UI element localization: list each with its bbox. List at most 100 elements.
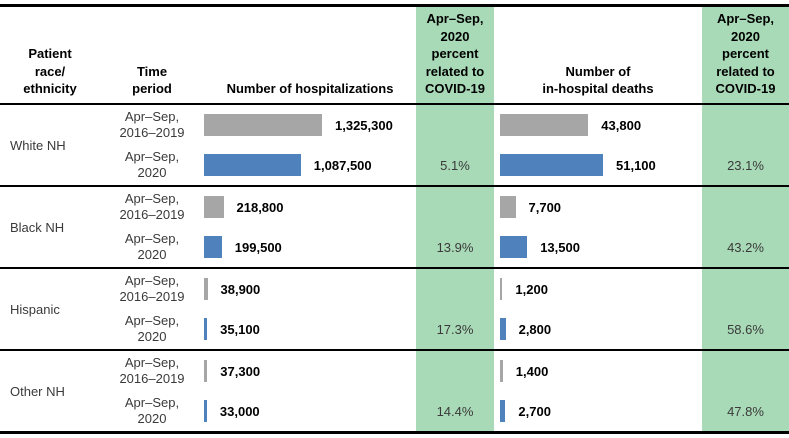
header-time-period: Time period xyxy=(132,63,172,97)
hospitalizations-bar xyxy=(204,154,301,176)
deaths-value: 51,100 xyxy=(616,157,656,173)
deaths-value: 2,700 xyxy=(518,403,551,419)
time-period-label: Apr–Sep, 2016–2019 xyxy=(119,190,185,222)
race-label: White NH xyxy=(10,137,66,153)
hospitalizations-value: 218,800 xyxy=(236,199,284,215)
covid-pct-hospitalizations xyxy=(416,269,494,309)
deaths-value: 1,200 xyxy=(515,281,548,297)
hospitalizations-value: 199,500 xyxy=(234,239,282,255)
hospitalizations-value: 37,300 xyxy=(220,363,261,379)
deaths-cell: 1,200 xyxy=(494,269,702,309)
deaths-bar xyxy=(500,236,528,258)
deaths-bar xyxy=(500,400,506,422)
hospitalizations-value: 33,000 xyxy=(219,403,260,419)
covid-pct-hospitalizations xyxy=(416,351,494,391)
deaths-value: 13,500 xyxy=(540,239,580,255)
bottom-border xyxy=(0,431,789,434)
deaths-cell: 7,700 xyxy=(494,187,702,227)
deaths-value: 7,700 xyxy=(528,199,562,215)
header-covid-pct-deaths: Apr–Sep, 2020 percent related to COVID-1… xyxy=(715,11,776,97)
hospitalizations-value: 38,900 xyxy=(220,281,261,297)
covid-pct-hospitalizations-column-highlight xyxy=(416,7,494,434)
race-label: Hispanic xyxy=(10,301,60,317)
deaths-cell: 2,800 xyxy=(494,309,702,349)
hospitalizations-cell: 38,900 xyxy=(204,269,416,309)
race-group-row: Hispanic Apr–Sep, 2016–2019 38,900 1,200 Apr… xyxy=(0,269,789,349)
period-row: Apr–Sep, 2020 199,500 13.9% 13,500 43.2% xyxy=(100,227,789,267)
period-rows: Apr–Sep, 2016–2019 38,900 1,200 Apr–Sep, 20… xyxy=(100,269,789,349)
hospitalizations-cell: 37,300 xyxy=(204,351,416,391)
deaths-bar xyxy=(500,114,589,136)
covid-pct-deaths-column-highlight xyxy=(702,7,789,434)
hospitalizations-value: 35,100 xyxy=(220,321,260,337)
covid-pct-deaths xyxy=(702,351,789,391)
hospitalizations-cell: 1,325,300 xyxy=(204,105,416,145)
hospitalizations-cell: 33,000 xyxy=(204,391,416,431)
time-period-label: Apr–Sep, 2020 xyxy=(124,148,180,180)
hospitalizations-value: 1,325,300 xyxy=(335,117,393,133)
race-group-row: Other NH Apr–Sep, 2016–2019 37,300 1,400 Apr… xyxy=(0,351,789,431)
covid-pct-deaths xyxy=(702,105,789,145)
period-row: Apr–Sep, 2016–2019 218,800 7,700 xyxy=(100,187,789,227)
race-label: Other NH xyxy=(10,383,65,399)
period-row: Apr–Sep, 2016–2019 1,325,300 43,800 xyxy=(100,105,789,145)
hospitalizations-bar xyxy=(204,196,224,218)
race-group-row: White NH Apr–Sep, 2016–2019 1,325,300 43,80… xyxy=(0,105,789,185)
hospitalizations-cell: 218,800 xyxy=(204,187,416,227)
period-row: Apr–Sep, 2020 33,000 14.4% 2,700 47.8% xyxy=(100,391,789,431)
covid-pct-hospitalizations xyxy=(416,187,494,227)
header-row: Patient race/ ethnicity Time period Numb… xyxy=(0,7,789,103)
hospitalizations-bar xyxy=(204,236,222,258)
hospitalizations-value: 1,087,500 xyxy=(313,157,372,173)
period-row: Apr–Sep, 2016–2019 38,900 1,200 xyxy=(100,269,789,309)
time-period-label: Apr–Sep, 2016–2019 xyxy=(119,272,185,304)
table: Patient race/ ethnicity Time period Numb… xyxy=(0,4,789,434)
period-row: Apr–Sep, 2020 1,087,500 5.1% 51,100 23.1% xyxy=(100,145,789,185)
race-group-row: Black NH Apr–Sep, 2016–2019 218,800 7,700 Ap… xyxy=(0,187,789,267)
period-row: Apr–Sep, 2020 35,100 17.3% 2,800 58.6% xyxy=(100,309,789,349)
hospitalizations-bar xyxy=(204,318,208,340)
header-race: Patient race/ ethnicity xyxy=(23,46,77,97)
deaths-cell: 2,700 xyxy=(494,391,702,431)
covid-pct-deaths xyxy=(702,187,789,227)
hospitalizations-bar xyxy=(204,114,322,136)
deaths-cell: 13,500 xyxy=(494,227,702,267)
race-label: Black NH xyxy=(10,219,65,235)
covid-pct-deaths: 23.1% xyxy=(727,157,764,173)
hospitalizations-cell: 35,100 xyxy=(204,309,416,349)
period-rows: Apr–Sep, 2016–2019 218,800 7,700 Apr–Sep, 2… xyxy=(100,187,789,267)
header-hospitalizations: Number of hospitalizations xyxy=(226,81,394,97)
covid-pct-deaths: 47.8% xyxy=(727,403,764,419)
time-period-label: Apr–Sep, 2020 xyxy=(124,394,180,426)
period-row: Apr–Sep, 2016–2019 37,300 1,400 xyxy=(100,351,789,391)
covid-pct-deaths xyxy=(702,269,789,309)
deaths-cell: 1,400 xyxy=(494,351,702,391)
deaths-bar xyxy=(500,360,503,382)
covid-pct-hospitalizations: 14.4% xyxy=(436,403,474,419)
deaths-bar xyxy=(500,318,506,340)
deaths-bar xyxy=(500,196,516,218)
row-divider xyxy=(0,349,789,351)
time-period-label: Apr–Sep, 2016–2019 xyxy=(119,354,185,386)
covid-pct-deaths: 58.6% xyxy=(727,321,764,337)
covid-pct-hospitalizations: 5.1% xyxy=(440,157,470,173)
deaths-value: 43,800 xyxy=(601,117,642,133)
period-rows: Apr–Sep, 2016–2019 1,325,300 43,800 Apr–Sep… xyxy=(100,105,789,185)
covid-pct-deaths: 43.2% xyxy=(727,239,764,255)
header-deaths: Number of in-hospital deaths xyxy=(542,63,654,97)
covid-pct-hospitalizations: 13.9% xyxy=(436,239,474,255)
hospitalizations-bar xyxy=(204,278,208,300)
row-divider xyxy=(0,267,789,269)
table-body: White NH Apr–Sep, 2016–2019 1,325,300 43,80… xyxy=(0,105,789,431)
deaths-cell: 51,100 xyxy=(494,145,702,185)
row-divider xyxy=(0,185,789,187)
hospitalizations-cell: 1,087,500 xyxy=(204,145,416,185)
time-period-label: Apr–Sep, 2020 xyxy=(124,230,180,262)
time-period-label: Apr–Sep, 2020 xyxy=(124,312,180,344)
top-border xyxy=(0,4,789,7)
covid-pct-hospitalizations xyxy=(416,105,494,145)
deaths-bar xyxy=(500,278,503,300)
hospitalizations-bar xyxy=(204,400,207,422)
header-divider xyxy=(0,103,789,105)
deaths-value: 2,800 xyxy=(518,321,552,337)
